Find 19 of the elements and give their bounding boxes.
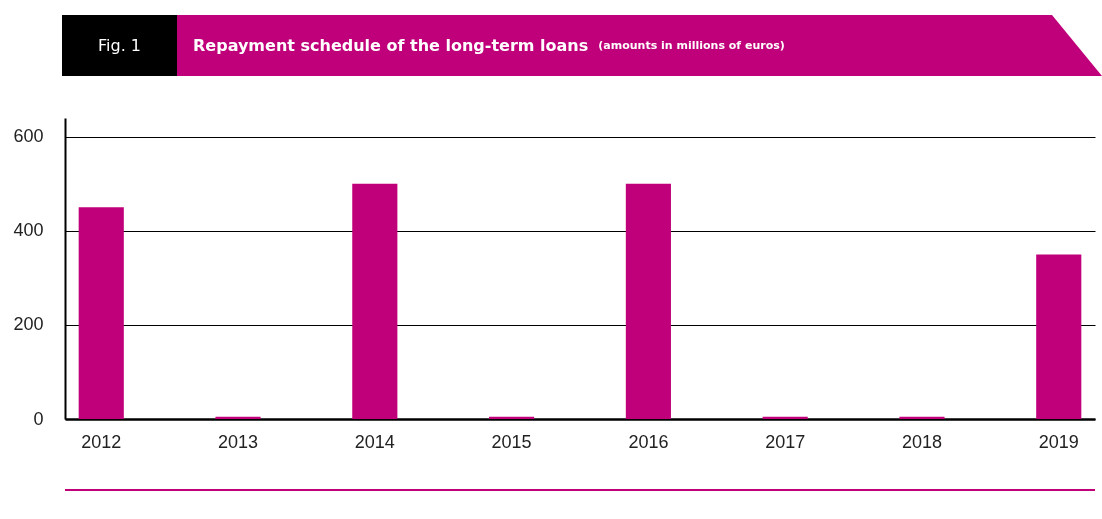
y-tick-label: 600 bbox=[13, 126, 44, 147]
x-tick-label: 2018 bbox=[901, 431, 942, 452]
chart-subtitle: (amounts in millions of euros) bbox=[598, 39, 785, 52]
bar bbox=[625, 183, 671, 419]
y-tick-label: 400 bbox=[13, 220, 44, 241]
bar bbox=[352, 183, 398, 419]
caption: Fig. 1 bbox=[62, 15, 177, 76]
x-tick-label: 2012 bbox=[81, 431, 122, 452]
x-tick-label: 2014 bbox=[354, 431, 395, 452]
chart-title: Repayment schedule of the long-term loans bbox=[193, 36, 589, 55]
x-tick-label: 2016 bbox=[628, 431, 669, 452]
x-tick-label: 2017 bbox=[765, 431, 806, 452]
x-tick-label: 2013 bbox=[218, 431, 259, 452]
y-tick-label: 0 bbox=[33, 408, 44, 429]
y-tick-label: 200 bbox=[13, 314, 44, 335]
bar bbox=[1036, 254, 1082, 419]
x-tick-label: 2015 bbox=[491, 431, 532, 452]
x-tick-label: 2019 bbox=[1038, 431, 1079, 452]
bar bbox=[78, 207, 124, 419]
